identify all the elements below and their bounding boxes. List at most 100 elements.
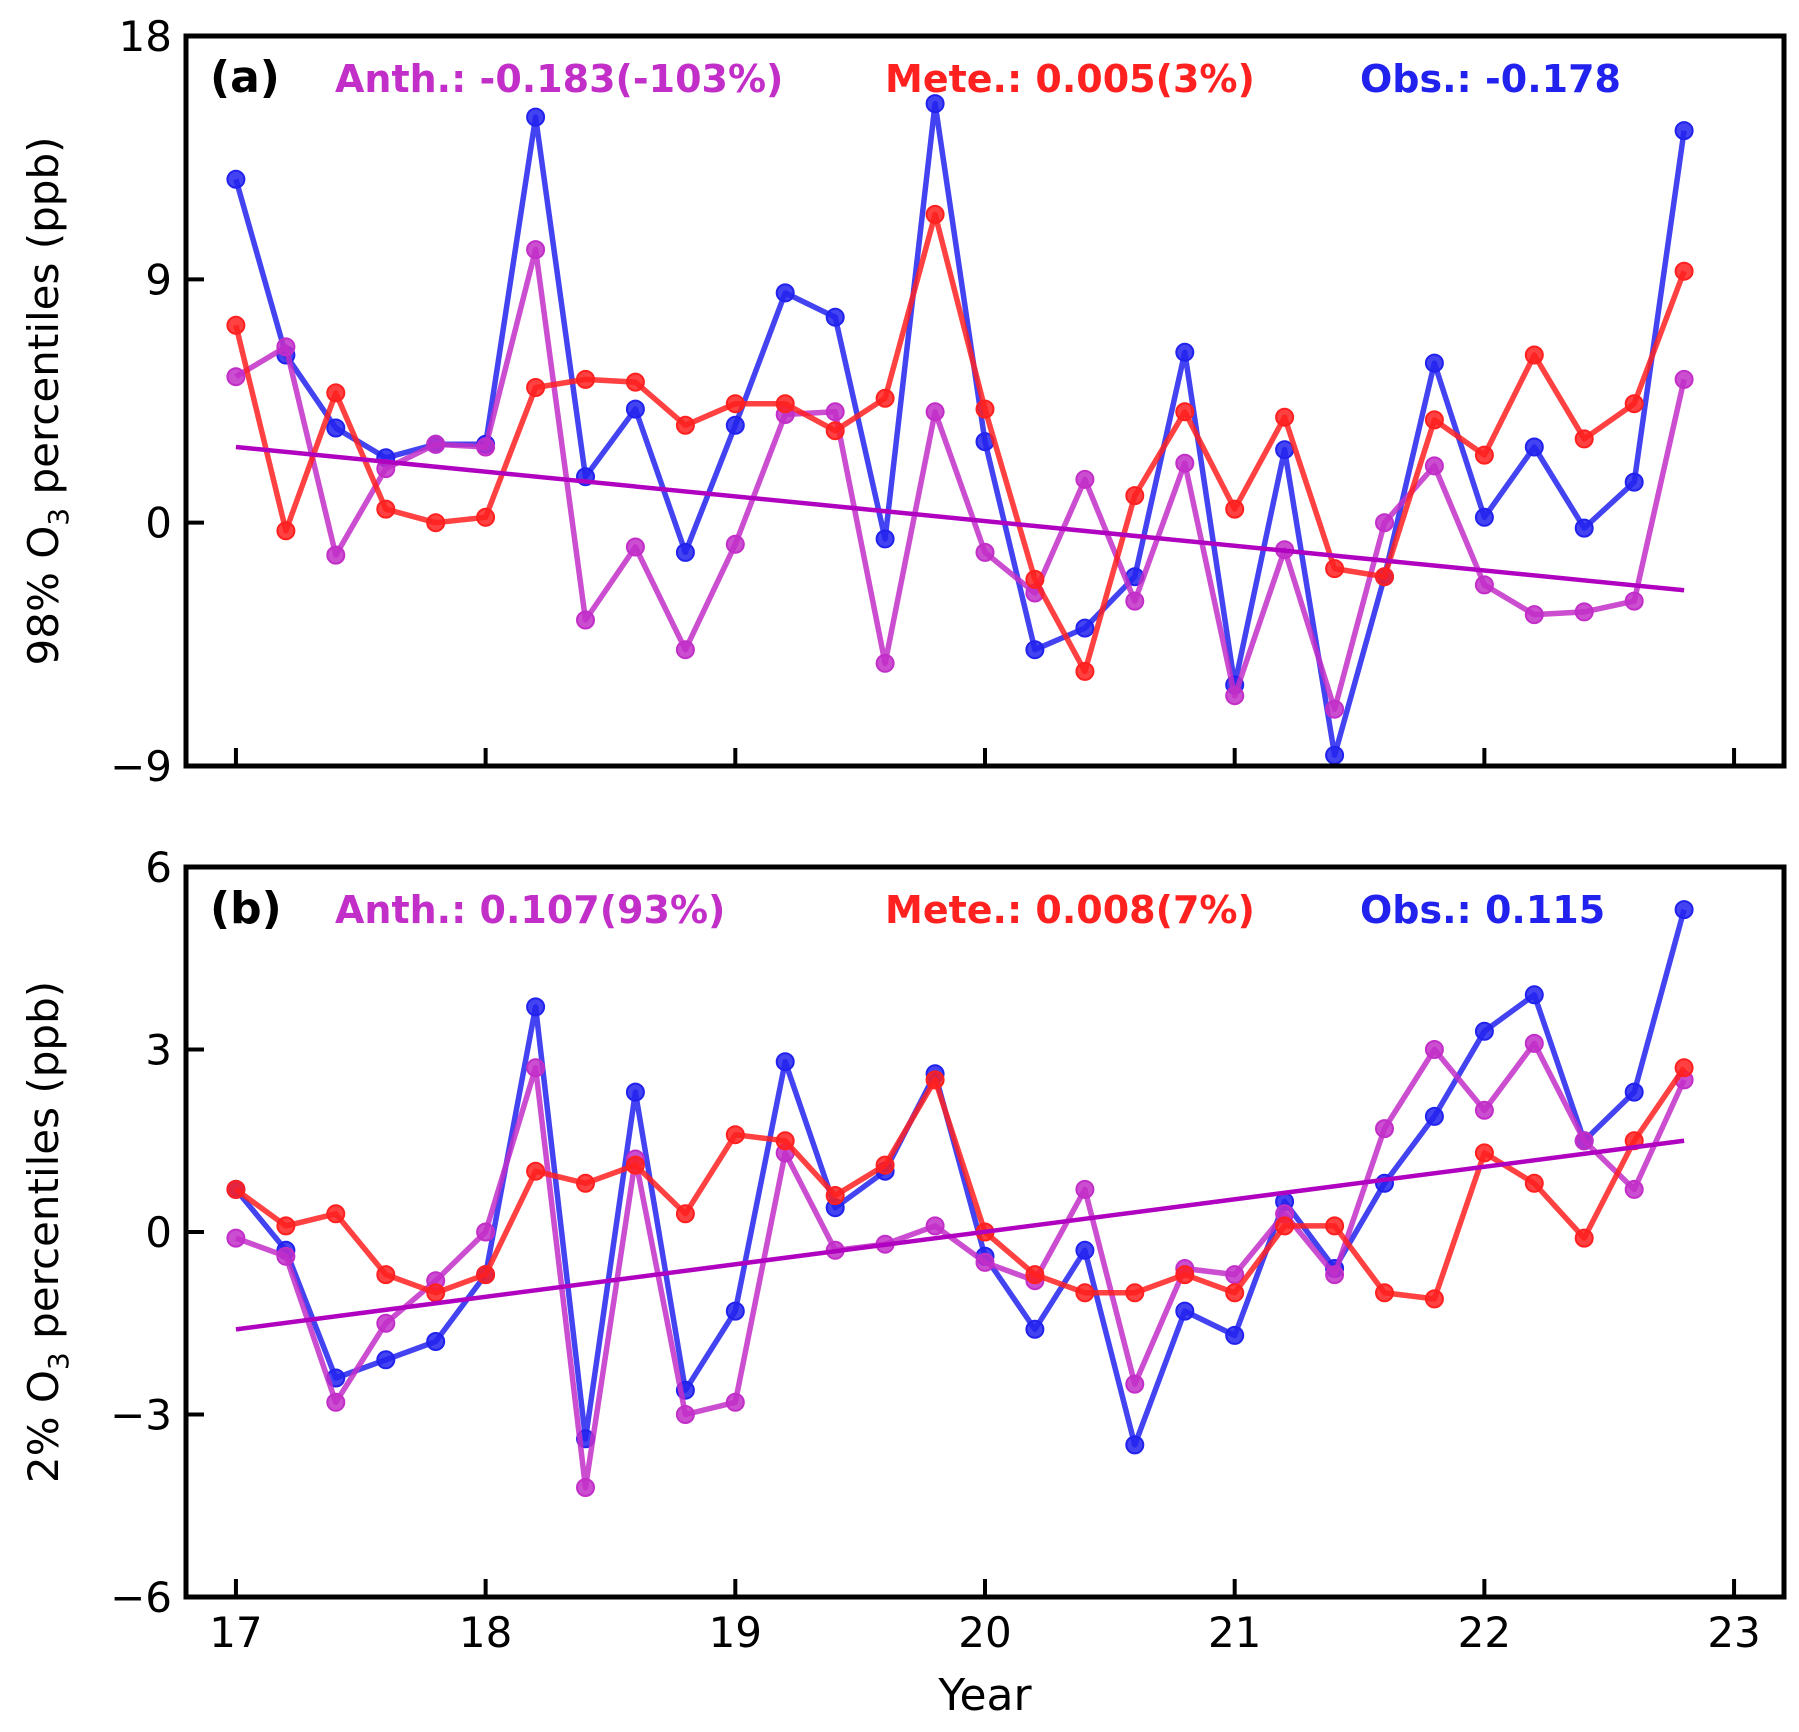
- panel-a-anth-point: [476, 437, 496, 457]
- panel-b-mete-point: [925, 1070, 945, 1090]
- panel-a-mete-point: [1574, 429, 1594, 449]
- panel-a-anth-point: [725, 534, 745, 554]
- panel-a-obs-point: [675, 542, 695, 562]
- panel-b-xtick-label: 18: [459, 1608, 512, 1657]
- panel-a-anth-point: [1674, 369, 1694, 389]
- panel-b-anth-point: [925, 1216, 945, 1236]
- panel-b-anth-point: [1125, 1374, 1145, 1394]
- panel-a-mete-point: [1075, 661, 1095, 681]
- panel-b-obs-point: [625, 1082, 645, 1102]
- panel-a-mete-point: [875, 388, 895, 408]
- panel-b-ytick-label: 3: [145, 1026, 172, 1075]
- panel-a-obs-point: [226, 169, 246, 189]
- panel-a-anth-point: [975, 542, 995, 562]
- panel-a-ytick-label: 18: [119, 12, 172, 61]
- panel-b-mete-point: [376, 1265, 396, 1285]
- panel-a-obs-point: [875, 529, 895, 549]
- panel-b-anth-point: [725, 1392, 745, 1412]
- panel-b-obs-point: [376, 1350, 396, 1370]
- panel-a-anth-point: [1225, 686, 1245, 706]
- panel-a-ytick-label: 9: [145, 255, 172, 304]
- panel-b-ytick-label: −3: [110, 1391, 172, 1440]
- panel-b-mete-point: [675, 1204, 695, 1224]
- panel-a-anth-point: [526, 240, 546, 260]
- panel-a-mete-point: [825, 421, 845, 441]
- panel-b-anth-point: [1624, 1179, 1644, 1199]
- panel-b-ylabel: 2% O3 percentiles (ppb): [19, 981, 75, 1483]
- panel-a-anth-point: [1424, 456, 1444, 476]
- panel-b-anth-point: [1075, 1179, 1095, 1199]
- panel-a-mete-point: [226, 315, 246, 335]
- panel-b-obs-point: [1474, 1021, 1494, 1041]
- panel-a-anth-point: [326, 545, 346, 565]
- panel-a-trend-line: [235, 444, 1685, 593]
- panel-b-obs-point: [1424, 1106, 1444, 1126]
- panel-a-anth-point: [426, 434, 446, 454]
- panel-a-obs-point: [825, 307, 845, 327]
- panel-b-mete-point: [1025, 1265, 1045, 1285]
- panel-b-obs-point: [725, 1301, 745, 1321]
- panel-a-anth-point: [1624, 591, 1644, 611]
- panel-b-mete-point: [1125, 1283, 1145, 1303]
- panel-b-anth-line: [234, 1040, 1687, 1491]
- panel-a-anth-point: [1325, 699, 1345, 719]
- panel-a-obs-point: [925, 94, 945, 114]
- panel-a-mete-point: [1275, 407, 1295, 427]
- panel-a-mete-point: [625, 372, 645, 392]
- panel-b-ytick-label: 6: [145, 843, 172, 892]
- panel-a-anth-point: [1375, 513, 1394, 533]
- panel-a-mete-point: [1325, 559, 1345, 579]
- panel-a-mete-point: [1674, 261, 1694, 281]
- panel-a-anth-point: [625, 537, 645, 557]
- panel-a-anth-point: [276, 337, 296, 357]
- panel-a-mete-point: [1125, 486, 1145, 506]
- panel-b-mete-point: [1474, 1143, 1494, 1163]
- panel-b-anth-point: [675, 1405, 695, 1424]
- panel-b-obs-point: [1125, 1435, 1145, 1455]
- panel-a-mete-point: [1474, 445, 1494, 465]
- panel-a-obs-point: [1075, 618, 1095, 638]
- panel-b-mete-point: [1674, 1058, 1694, 1078]
- panel-a-anth-point: [1524, 605, 1544, 625]
- panel-b-obs-line: [233, 908, 1687, 1448]
- panel-b-mete-point: [625, 1155, 645, 1175]
- panel-b-anth-point: [576, 1478, 595, 1497]
- panel-a-mete-point: [1025, 569, 1045, 589]
- panel-b-mete-point: [526, 1161, 546, 1181]
- panel-a-mete-point: [426, 513, 446, 533]
- panel-a-obs-point: [625, 399, 645, 419]
- panel-a-obs-point: [326, 418, 346, 438]
- panel-a-mete-point: [725, 394, 745, 414]
- panel-a-ticks: −9 0 9 18: [110, 12, 1737, 791]
- panel-b-mete-point: [1175, 1265, 1195, 1285]
- panel-b-anth-point: [1574, 1131, 1594, 1151]
- panel-a-obs-point: [1524, 437, 1544, 457]
- panel-b-obs-point: [1225, 1325, 1245, 1345]
- panel-b-obs-point: [426, 1332, 446, 1351]
- panel-b-letter: (b): [210, 883, 282, 934]
- panel-a-mete-annotation: Mete.: 0.005(3%): [885, 57, 1255, 101]
- panel-b-mete-point: [326, 1204, 346, 1224]
- panel-b-obs-point: [1025, 1319, 1045, 1339]
- panel-b-mete-point: [1375, 1283, 1394, 1303]
- panel-a-anth-point: [576, 610, 595, 630]
- panel-b-anth-point: [476, 1222, 496, 1242]
- panel-b-xtick-label: 17: [209, 1608, 262, 1657]
- panel-a-ylabel: 98% O3 percentiles (ppb): [19, 137, 75, 666]
- panel-b: 17 18 19 20 21 22 23 −6 −3 0 3 6 (b) Anth.: 0.107(9…: [19, 843, 1787, 1721]
- panel-a-mete-point: [576, 369, 595, 389]
- panel-b-mete-point: [1424, 1289, 1444, 1309]
- panel-b-anth-point: [1225, 1265, 1245, 1285]
- panel-b-anth-point: [226, 1228, 246, 1248]
- panel-a-ytick-label: −9: [110, 742, 172, 791]
- panel-b-mete-point: [1574, 1228, 1594, 1248]
- panel-b-anth-annotation: Anth.: 0.107(93%): [335, 888, 725, 932]
- panel-b-mete-point: [426, 1283, 446, 1303]
- panel-b-obs-point: [1075, 1240, 1095, 1260]
- panel-a-mete-point: [276, 521, 296, 541]
- panel-a-obs-point: [1325, 745, 1345, 765]
- panel-b-obs-annotation: Obs.: 0.115: [1360, 888, 1605, 932]
- panel-a-mete-point: [775, 394, 795, 414]
- panel-a-anth-point: [825, 402, 845, 422]
